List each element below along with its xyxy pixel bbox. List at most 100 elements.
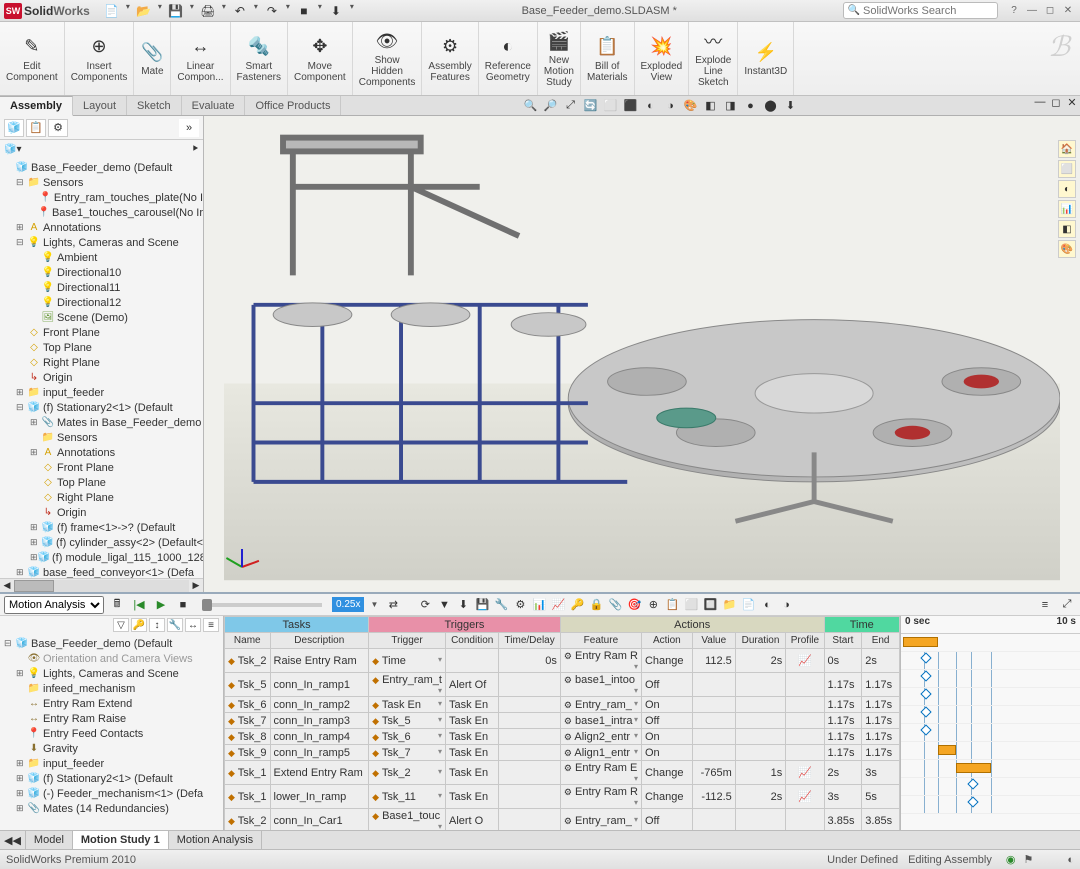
cell-feature[interactable]: ⚙ Align2_entr ▾ xyxy=(560,729,641,745)
tree-item[interactable]: ⊟💡Lights, Cameras and Scene xyxy=(0,235,203,250)
ribbon-command[interactable]: 💥ExplodedView xyxy=(635,22,690,95)
tree-hscroll[interactable]: ◀ ▶ xyxy=(0,578,203,592)
close-button[interactable]: ✕ xyxy=(1060,4,1076,18)
cell-profile[interactable]: 📈 xyxy=(786,761,824,785)
view-tool-icon[interactable]: 🔎 xyxy=(541,98,559,114)
command-tab[interactable]: Evaluate xyxy=(182,96,246,115)
cell-dur[interactable]: 2s xyxy=(735,785,786,809)
timeline-row[interactable] xyxy=(901,796,1080,814)
cell-profile[interactable] xyxy=(786,809,824,831)
qat-dropdown-icon[interactable]: ▾ xyxy=(252,2,260,20)
tree-expander-icon[interactable]: ⊞ xyxy=(30,522,41,533)
qat-dropdown-icon[interactable]: ▾ xyxy=(284,2,292,20)
cell-feature[interactable]: ⚙ base1_intoo ▾ xyxy=(560,673,641,697)
cell-value[interactable]: 112.5 xyxy=(692,649,735,673)
cell-td[interactable] xyxy=(499,761,560,785)
motion-tool-icon[interactable]: ⟳ xyxy=(416,597,434,613)
cell-trigger[interactable]: ◆ Base1_touc ▾ xyxy=(369,809,446,831)
col-header[interactable]: Start xyxy=(824,633,862,649)
cell-cond[interactable] xyxy=(445,649,498,673)
cell-start[interactable]: 2s xyxy=(824,761,862,785)
cell-value[interactable] xyxy=(692,809,735,831)
ribbon-command[interactable]: 🎬NewMotionStudy xyxy=(538,22,581,95)
qat-dropdown-icon[interactable]: ▾ xyxy=(156,2,164,20)
cell-start[interactable]: 1.17s xyxy=(824,745,862,761)
help-icon[interactable]: ? xyxy=(1006,4,1022,18)
timeline-row[interactable] xyxy=(901,778,1080,796)
study-type-select[interactable]: Motion Analysis xyxy=(4,596,104,614)
event-row[interactable]: ◆ Tsk_9 conn_In_ramp5 ◆ Tsk_7 ▾ Task En … xyxy=(225,745,900,761)
cell-action[interactable]: Change xyxy=(641,649,692,673)
tree-item[interactable]: ⊟🧊Base_Feeder_demo (Default xyxy=(0,636,223,651)
timeline-row[interactable] xyxy=(901,760,1080,778)
cell-start[interactable]: 3s xyxy=(824,785,862,809)
cell-action[interactable]: Change xyxy=(641,785,692,809)
tree-item[interactable]: ⊞🧊(-) Feeder_mechanism<1> (Defa xyxy=(0,786,223,801)
tree-item[interactable]: ⊞AAnnotations xyxy=(0,445,203,460)
cell-end[interactable]: 1.17s xyxy=(862,745,900,761)
cell-td[interactable]: 0s xyxy=(499,649,560,673)
qat-button[interactable]: ↷ xyxy=(262,2,282,20)
col-header[interactable]: Duration xyxy=(735,633,786,649)
cell-desc[interactable]: conn_In_ramp5 xyxy=(270,745,369,761)
tree-item[interactable]: 📁Sensors xyxy=(0,430,203,445)
event-grid[interactable]: Tasks Triggers Actions Time NameDescript… xyxy=(224,616,900,830)
tree-item[interactable]: 📁infeed_mechanism xyxy=(0,681,223,696)
command-tab[interactable]: Layout xyxy=(73,96,127,115)
cell-trigger[interactable]: ◆ Tsk_11 ▾ xyxy=(369,785,446,809)
tree-item[interactable]: ⊞🧊(f) frame<1>->? (Default xyxy=(0,520,203,535)
event-row[interactable]: ◆ Tsk_8 conn_In_ramp4 ◆ Tsk_6 ▾ Task En … xyxy=(225,729,900,745)
cell-trigger[interactable]: ◆ Time ▾ xyxy=(369,649,446,673)
cell-trigger[interactable]: ◆ Task En ▾ xyxy=(369,697,446,713)
cell-end[interactable]: 2s xyxy=(862,649,900,673)
cell-name[interactable]: ◆ Tsk_2 xyxy=(225,809,271,831)
cell-cond[interactable]: Alert Of xyxy=(445,673,498,697)
minimize-button[interactable]: — xyxy=(1024,4,1040,18)
tree-item[interactable]: ◇Right Plane xyxy=(0,355,203,370)
timeline[interactable]: 0 sec 10 s xyxy=(900,616,1080,830)
motion-tool-icon[interactable]: 📊 xyxy=(530,597,548,613)
event-row[interactable]: ◆ Tsk_7 conn_In_ramp3 ◆ Tsk_5 ▾ Task En … xyxy=(225,713,900,729)
timeline-bar[interactable] xyxy=(938,745,956,755)
tree-item[interactable]: ↔Entry Ram Extend xyxy=(0,696,223,711)
cell-name[interactable]: ◆ Tsk_7 xyxy=(225,713,271,729)
timeline-bar[interactable] xyxy=(903,637,938,647)
cell-action[interactable]: On xyxy=(641,745,692,761)
speed-indicator[interactable]: 0.25x xyxy=(332,597,364,612)
cell-desc[interactable]: Extend Entry Ram xyxy=(270,761,369,785)
cell-td[interactable] xyxy=(499,673,560,697)
cell-td[interactable] xyxy=(499,745,560,761)
feature-tree[interactable]: 🧊Base_Feeder_demo (Default⊟📁Sensors📍Entr… xyxy=(0,158,203,578)
tree-item[interactable]: ◇Right Plane xyxy=(0,490,203,505)
cell-start[interactable]: 0s xyxy=(824,649,862,673)
timeline-row[interactable] xyxy=(901,706,1080,724)
cell-cond[interactable]: Task En xyxy=(445,697,498,713)
motion-tool-icon[interactable]: ⬇ xyxy=(454,597,472,613)
cell-action[interactable]: On xyxy=(641,729,692,745)
cell-desc[interactable]: conn_In_ramp4 xyxy=(270,729,369,745)
tree-item[interactable]: 📍Entry_ram_touches_plate(No I xyxy=(0,190,203,205)
cell-value[interactable] xyxy=(692,713,735,729)
cell-profile[interactable] xyxy=(786,729,824,745)
tree-item[interactable]: ⊞🧊(f) module_ligal_115_1000_128 xyxy=(0,550,203,565)
motion-tree-tool-icon[interactable]: ≡ xyxy=(203,618,219,632)
cell-name[interactable]: ◆ Tsk_2 xyxy=(225,649,271,673)
motion-tool-icon[interactable]: ⚙ xyxy=(511,597,529,613)
ribbon-command[interactable]: ⊕InsertComponents xyxy=(65,22,135,95)
bottom-tab[interactable]: Motion Study 1 xyxy=(73,831,169,849)
command-tab[interactable]: Assembly xyxy=(0,96,73,116)
col-header[interactable]: Name xyxy=(225,633,271,649)
search-input[interactable] xyxy=(863,5,993,17)
motion-tool-icon[interactable]: 📈 xyxy=(549,597,567,613)
tree-expander-icon[interactable]: ⊞ xyxy=(16,567,27,578)
cell-value[interactable] xyxy=(692,673,735,697)
timeline-row[interactable] xyxy=(901,670,1080,688)
tree-item[interactable]: ⊞AAnnotations xyxy=(0,220,203,235)
cell-desc[interactable]: conn_In_ramp3 xyxy=(270,713,369,729)
cell-td[interactable] xyxy=(499,729,560,745)
tree-expander-icon[interactable]: ⊞ xyxy=(16,222,27,233)
cell-feature[interactable]: ⚙ Align1_entr ▾ xyxy=(560,745,641,761)
command-tab[interactable]: Office Products xyxy=(245,96,341,115)
cell-feature[interactable]: ⚙ Entry_ram_ ▾ xyxy=(560,697,641,713)
task-pane-tab-icon[interactable]: ◧ xyxy=(1058,220,1076,238)
